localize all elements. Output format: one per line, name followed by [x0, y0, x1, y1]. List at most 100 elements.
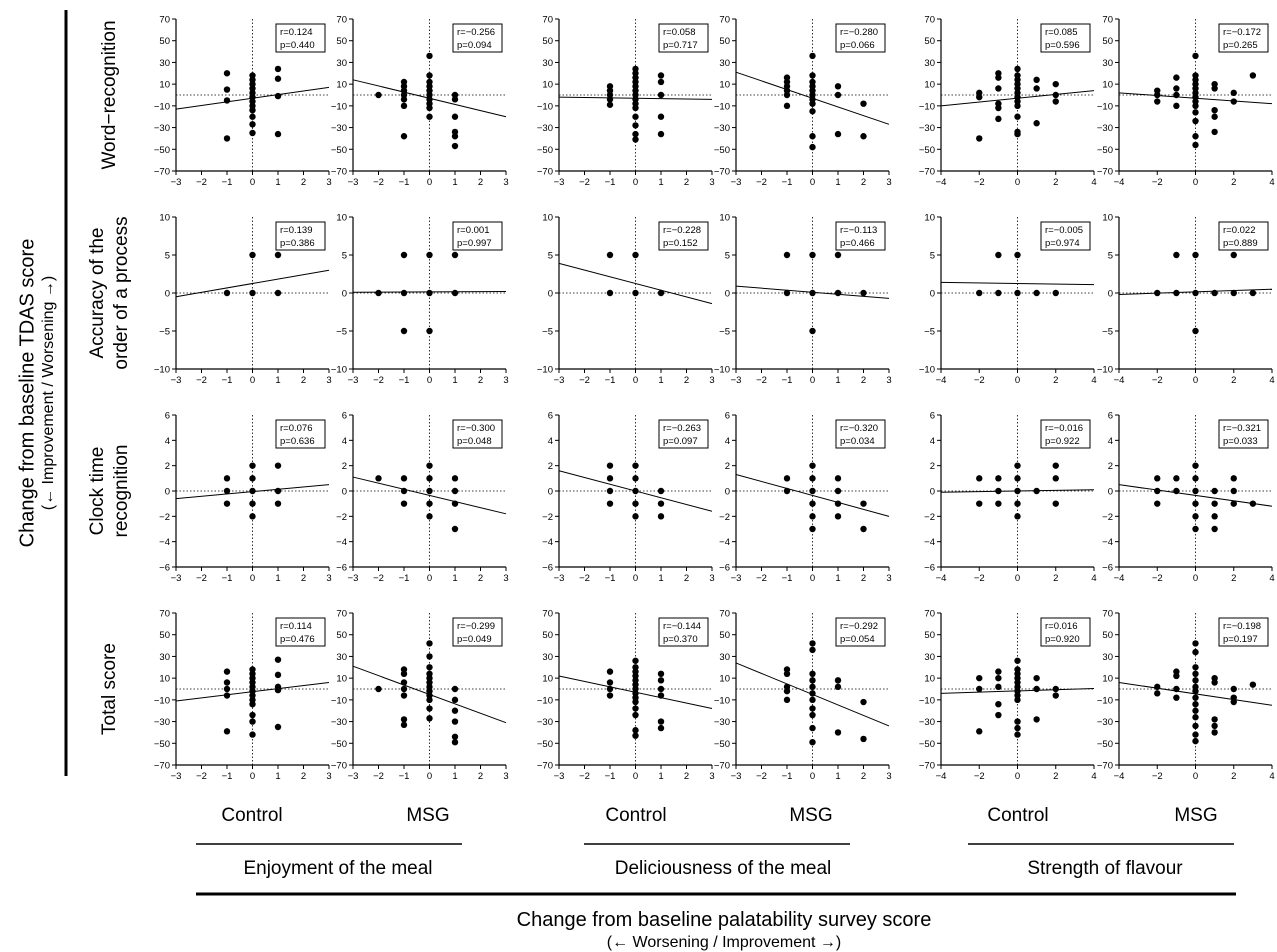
data-point [976, 685, 983, 693]
stats-box [835, 617, 886, 647]
data-point [1014, 251, 1021, 259]
x-tick-label: −1 [399, 573, 410, 584]
stats-box [835, 23, 886, 53]
y-tick-label: 30 [336, 58, 347, 69]
y-tick-label: −2 [719, 512, 730, 523]
regression-line [940, 281, 1095, 286]
data-point [632, 705, 639, 712]
data-point [783, 687, 791, 695]
y-tick-label: −50 [154, 145, 170, 156]
y-tick-label: −30 [714, 717, 730, 728]
y-tick-label: 6 [165, 411, 170, 422]
data-point [834, 289, 842, 297]
x-tick-label: 1 [658, 771, 663, 782]
data-point [834, 130, 842, 138]
y-tick-label: 5 [165, 251, 170, 262]
data-point [1249, 289, 1257, 297]
data-point [606, 500, 614, 507]
data-point [426, 475, 433, 482]
x-tick-label: 2 [1231, 771, 1236, 782]
x-tick-label: 3 [709, 573, 714, 584]
data-point [1192, 52, 1199, 60]
x-tick-label: 3 [886, 771, 891, 782]
row-label-group: Clock time [87, 447, 108, 536]
y-tick-label: 0 [342, 487, 347, 498]
data-point [1192, 327, 1199, 335]
y-tick-label: −30 [331, 123, 347, 134]
y-tick-label: −30 [1097, 717, 1113, 728]
y-tick-label: 70 [719, 609, 730, 620]
data-point [451, 733, 459, 740]
x-tick-label: −2 [756, 771, 767, 782]
y-tick-label: 6 [548, 411, 553, 422]
x-tick-label: −1 [605, 573, 616, 584]
group-label-control-1: Control [221, 805, 282, 826]
data-point [1192, 109, 1199, 116]
y-tick-label: 6 [342, 411, 347, 422]
data-point [1154, 91, 1161, 99]
data-point [400, 251, 408, 259]
y-tick-label: −50 [714, 145, 730, 156]
data-point [451, 500, 459, 507]
stats-p: p=0.386 [280, 238, 315, 249]
data-point [809, 500, 816, 507]
stats-p: p=0.049 [457, 634, 492, 645]
data-point [1230, 251, 1237, 259]
data-point [809, 143, 816, 151]
x-tick-label: 1 [835, 771, 840, 782]
x-tick-label: −2 [196, 177, 207, 188]
x-tick-label: −2 [756, 177, 767, 188]
y-tick-label: −5 [542, 327, 553, 338]
stats-r: r=−0.320 [840, 423, 878, 434]
y-tick-label: 50 [542, 36, 553, 47]
data-point [1192, 731, 1199, 738]
stats-box [275, 617, 326, 647]
data-point [223, 289, 231, 297]
data-point [783, 102, 791, 110]
data-point [632, 698, 639, 706]
y-tick-label: 50 [924, 630, 935, 641]
x-tick-label: 3 [326, 771, 331, 782]
data-point [1173, 251, 1180, 259]
data-point [1052, 80, 1059, 88]
stats-box [658, 617, 709, 647]
data-point [657, 685, 665, 693]
data-point [632, 462, 639, 469]
data-point [834, 475, 842, 482]
stats-r: r=−0.005 [1045, 225, 1083, 236]
y-tick-label: −5 [159, 327, 170, 338]
data-point [1211, 487, 1218, 495]
y-tick-label: −4 [159, 537, 170, 548]
panel-r2-c5: −10 −5 0 5 10 −4 −2 0 2 4 r=−0.005 p=0.974 [919, 213, 1097, 387]
y-tick-label: −30 [537, 717, 553, 728]
stats-r: r=−0.280 [840, 27, 878, 38]
group-label-msg-3: MSG [1174, 805, 1217, 826]
row-label-group: Total score [99, 643, 120, 735]
data-point [860, 100, 867, 107]
x-tick-label: −4 [1114, 375, 1125, 386]
y-tick-label: 30 [924, 652, 935, 663]
x-tick-label: −1 [605, 375, 616, 386]
y-tick-label: −70 [919, 167, 935, 178]
y-tick-label: 2 [548, 461, 553, 472]
data-point [995, 674, 1002, 682]
data-point [1192, 500, 1199, 507]
x-tick-label: 0 [1193, 177, 1198, 188]
data-point [632, 475, 639, 482]
data-point [606, 96, 614, 103]
stats-p: p=0.054 [840, 634, 875, 645]
data-point [995, 115, 1002, 123]
x-tick-label: −3 [348, 771, 359, 782]
stats-p: p=0.048 [457, 436, 492, 447]
x-tick-label: 0 [1015, 771, 1020, 782]
data-point [274, 289, 282, 297]
data-point [606, 251, 614, 259]
data-point [657, 130, 665, 138]
data-point [783, 91, 791, 99]
x-tick-label: −3 [171, 375, 182, 386]
y-tick-label: 4 [548, 436, 553, 447]
stats-r: r=−0.144 [663, 621, 701, 632]
stats-r: r=−0.256 [457, 27, 495, 38]
